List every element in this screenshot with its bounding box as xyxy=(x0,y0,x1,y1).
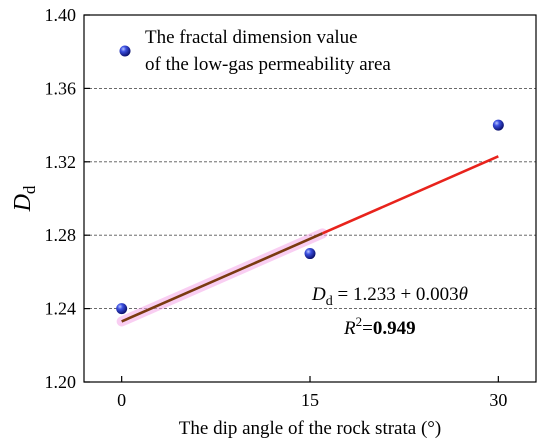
x-tick-label: 0 xyxy=(117,390,126,410)
data-points xyxy=(116,119,504,315)
x-axis-label: The dip angle of the rock strata (°) xyxy=(179,418,441,439)
grid-lines xyxy=(84,87,536,310)
y-tick-label: 1.20 xyxy=(45,372,77,392)
y-tick-label: 1.36 xyxy=(45,78,77,98)
y-axis-label: Dd xyxy=(10,185,39,212)
data-point xyxy=(304,248,316,260)
x-tick-label: 15 xyxy=(301,390,319,410)
r-squared: R2=0.949 xyxy=(343,314,416,339)
fit-layer xyxy=(116,155,499,327)
y-tick-label: 1.40 xyxy=(45,5,77,25)
data-point xyxy=(492,119,504,131)
data-point xyxy=(116,303,128,315)
fit-line xyxy=(322,155,499,235)
fit-line-dark-segment xyxy=(121,232,324,323)
y-tick-label: 1.24 xyxy=(45,299,77,319)
axis-ticks: 1.20 1.24 1.28 1.32 1.36 1.40 0 15 30 xyxy=(45,5,508,410)
legend-marker xyxy=(119,45,131,57)
y-tick-label: 1.32 xyxy=(45,152,77,172)
legend-line-2: of the low-gas permeability area xyxy=(145,54,391,75)
legend: The fractal dimension value of the low-g… xyxy=(119,27,391,75)
fit-equation: Dd = 1.233 + 0.003θ xyxy=(311,284,468,309)
x-tick-label: 30 xyxy=(489,390,507,410)
legend-line-1: The fractal dimension value xyxy=(145,27,358,48)
y-tick-label: 1.28 xyxy=(45,225,77,245)
